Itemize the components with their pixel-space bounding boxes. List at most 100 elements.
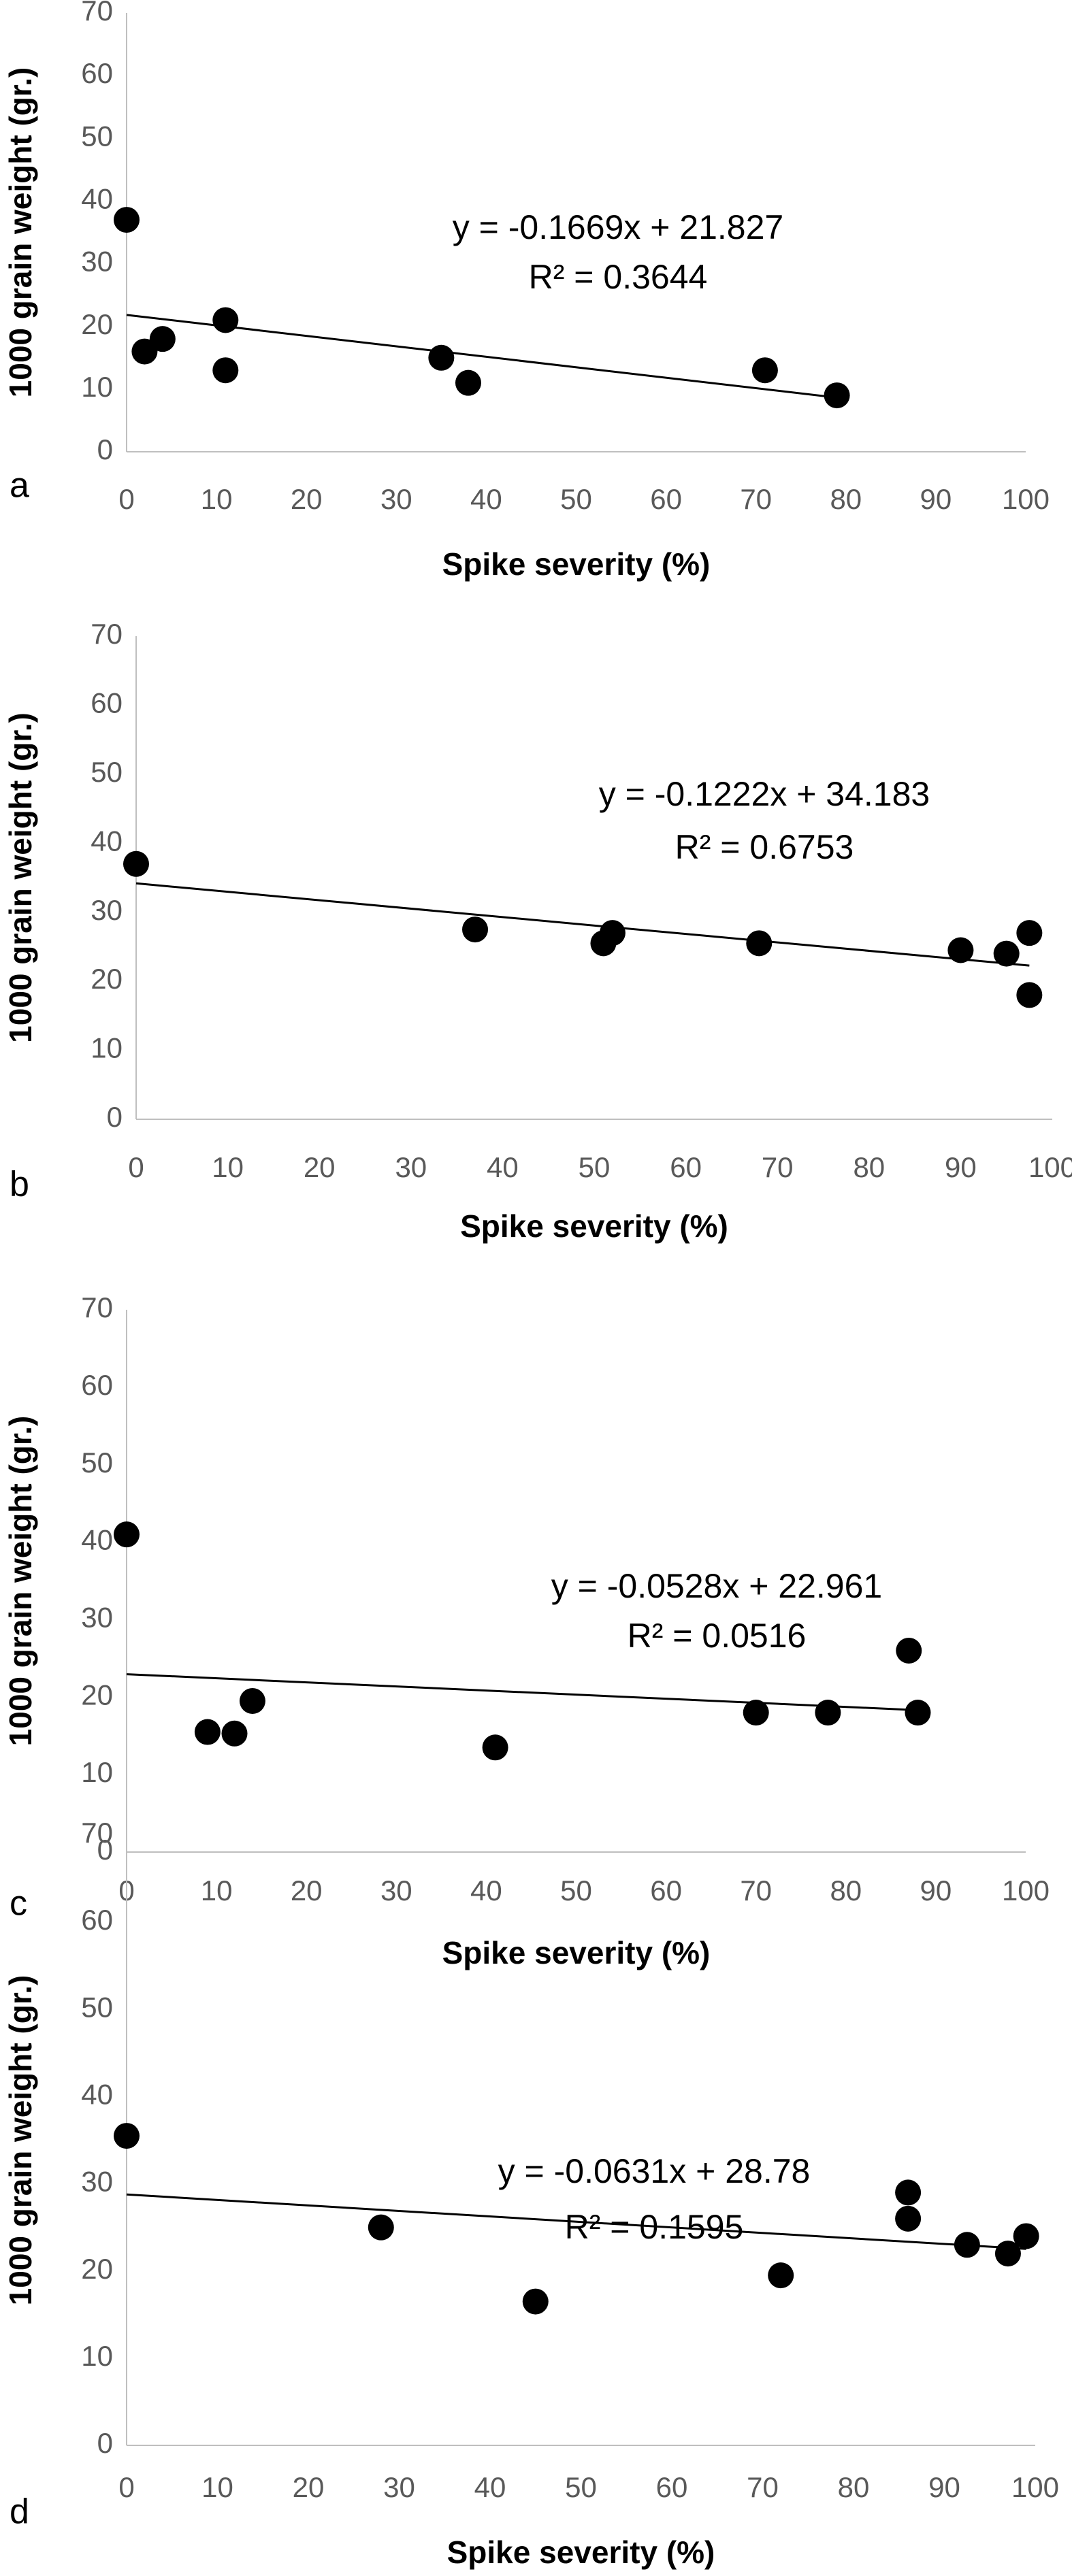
- x-tick-label: 10: [201, 483, 233, 515]
- y-tick-label: 0: [107, 1101, 123, 1133]
- x-tick-label: 10: [201, 1875, 233, 1906]
- y-tick-label: 40: [81, 183, 113, 215]
- x-tick-label: 20: [293, 2471, 325, 2503]
- r-squared: R² = 0.0516: [628, 1617, 807, 1655]
- y-tick-label: 10: [81, 2340, 113, 2372]
- y-tick-label: 60: [81, 57, 113, 89]
- x-tick-label: 100: [1011, 2471, 1059, 2503]
- data-point: [455, 369, 481, 396]
- x-tick-label: 50: [579, 1151, 611, 1183]
- y-tick-label: 70: [91, 618, 123, 650]
- y-tick-label: 60: [81, 1904, 113, 1936]
- y-tick-label: 30: [81, 246, 113, 278]
- y-tick-label: 10: [81, 371, 113, 403]
- x-tick-label: 80: [853, 1151, 885, 1183]
- y-axis-title: 1000 grain weight (gr.): [3, 67, 38, 398]
- panel-label: a: [10, 466, 29, 506]
- y-tick-label: 0: [97, 1834, 113, 1866]
- data-point: [114, 207, 140, 233]
- data-point: [994, 2241, 1021, 2267]
- x-tick-label: 90: [920, 1875, 952, 1906]
- x-tick-label: 100: [1028, 1151, 1072, 1183]
- y-tick-label: 0: [97, 2427, 113, 2459]
- x-tick-label: 60: [650, 1875, 682, 1906]
- x-tick-label: 70: [747, 2471, 779, 2503]
- x-tick-label: 10: [212, 1151, 244, 1183]
- x-tick-label: 20: [291, 483, 323, 515]
- y-tick-label: 30: [81, 1602, 113, 1634]
- x-tick-label: 70: [740, 483, 772, 515]
- y-tick-label: 50: [81, 120, 113, 152]
- y-axis-title: 1000 grain weight (gr.): [3, 712, 38, 1043]
- y-tick-label: 20: [81, 2253, 113, 2285]
- x-tick-label: 30: [380, 1875, 412, 1906]
- trendline: [126, 2193, 1026, 2250]
- x-axis-title: Spike severity (%): [442, 1935, 711, 1970]
- x-tick-label: 50: [560, 1875, 592, 1906]
- y-tick-label: 20: [81, 308, 113, 340]
- x-tick-label: 40: [487, 1151, 519, 1183]
- x-tick-label: 10: [201, 2471, 233, 2503]
- panel-label: b: [10, 1165, 29, 1204]
- r-squared: R² = 0.1595: [565, 2208, 744, 2246]
- panel-label: d: [10, 2492, 29, 2532]
- r-squared: R² = 0.3644: [529, 258, 708, 296]
- trendline: [135, 882, 1030, 967]
- x-tick-label: 50: [565, 2471, 597, 2503]
- y-tick-label: 40: [91, 825, 123, 857]
- x-tick-label: 60: [650, 483, 682, 515]
- y-tick-label: 10: [81, 1756, 113, 1788]
- data-point: [221, 1720, 248, 1747]
- x-tick-label: 40: [474, 2471, 506, 2503]
- data-point: [751, 357, 778, 384]
- y-tick-label: 0: [97, 433, 113, 465]
- panel-label: c: [10, 1884, 27, 1923]
- data-point: [194, 1719, 221, 1745]
- data-point: [212, 357, 239, 384]
- x-tick-label: 90: [945, 1151, 977, 1183]
- data-point: [462, 917, 489, 943]
- data-point: [149, 326, 176, 352]
- trend-equation: y = -0.1222x + 34.183: [599, 775, 930, 813]
- x-tick-label: 100: [1002, 483, 1050, 515]
- data-point: [768, 2262, 794, 2289]
- data-point: [905, 1700, 931, 1726]
- data-point: [824, 382, 850, 409]
- x-tick-label: 20: [291, 1875, 323, 1906]
- y-tick-label: 30: [81, 2166, 113, 2198]
- x-tick-label: 80: [838, 2471, 870, 2503]
- data-point: [895, 2179, 922, 2206]
- data-point: [815, 1700, 841, 1726]
- data-point: [743, 1700, 769, 1726]
- y-axis-title: 1000 grain weight (gr.): [3, 1975, 38, 2306]
- x-tick-label: 80: [830, 483, 862, 515]
- x-tick-label: 60: [670, 1151, 702, 1183]
- x-tick-label: 40: [470, 483, 502, 515]
- y-tick-label: 30: [91, 894, 123, 926]
- y-axis-title: 1000 grain weight (gr.): [3, 1416, 38, 1747]
- x-tick-label: 0: [118, 2471, 134, 2503]
- x-axis-title: Spike severity (%): [442, 546, 711, 582]
- data-point: [895, 2205, 922, 2232]
- x-tick-label: 90: [928, 2471, 960, 2503]
- x-axis-title: Spike severity (%): [447, 2534, 715, 2570]
- trend-equation: y = -0.0528x + 22.961: [551, 1567, 882, 1605]
- data-point: [239, 1687, 265, 1714]
- data-point: [123, 851, 149, 877]
- x-tick-label: 40: [470, 1875, 502, 1906]
- r-squared: R² = 0.6753: [675, 828, 854, 866]
- y-tick-label: 70: [81, 1817, 113, 1849]
- x-tick-label: 0: [118, 483, 134, 515]
- x-tick-label: 70: [762, 1151, 794, 1183]
- data-point: [954, 2232, 980, 2258]
- x-tick-label: 30: [380, 483, 412, 515]
- data-point: [1013, 2223, 1039, 2249]
- x-axis-title: Spike severity (%): [460, 1208, 728, 1244]
- trend-equation: y = -0.0631x + 28.78: [498, 2152, 811, 2190]
- data-point: [1016, 920, 1043, 946]
- data-point: [368, 2214, 394, 2241]
